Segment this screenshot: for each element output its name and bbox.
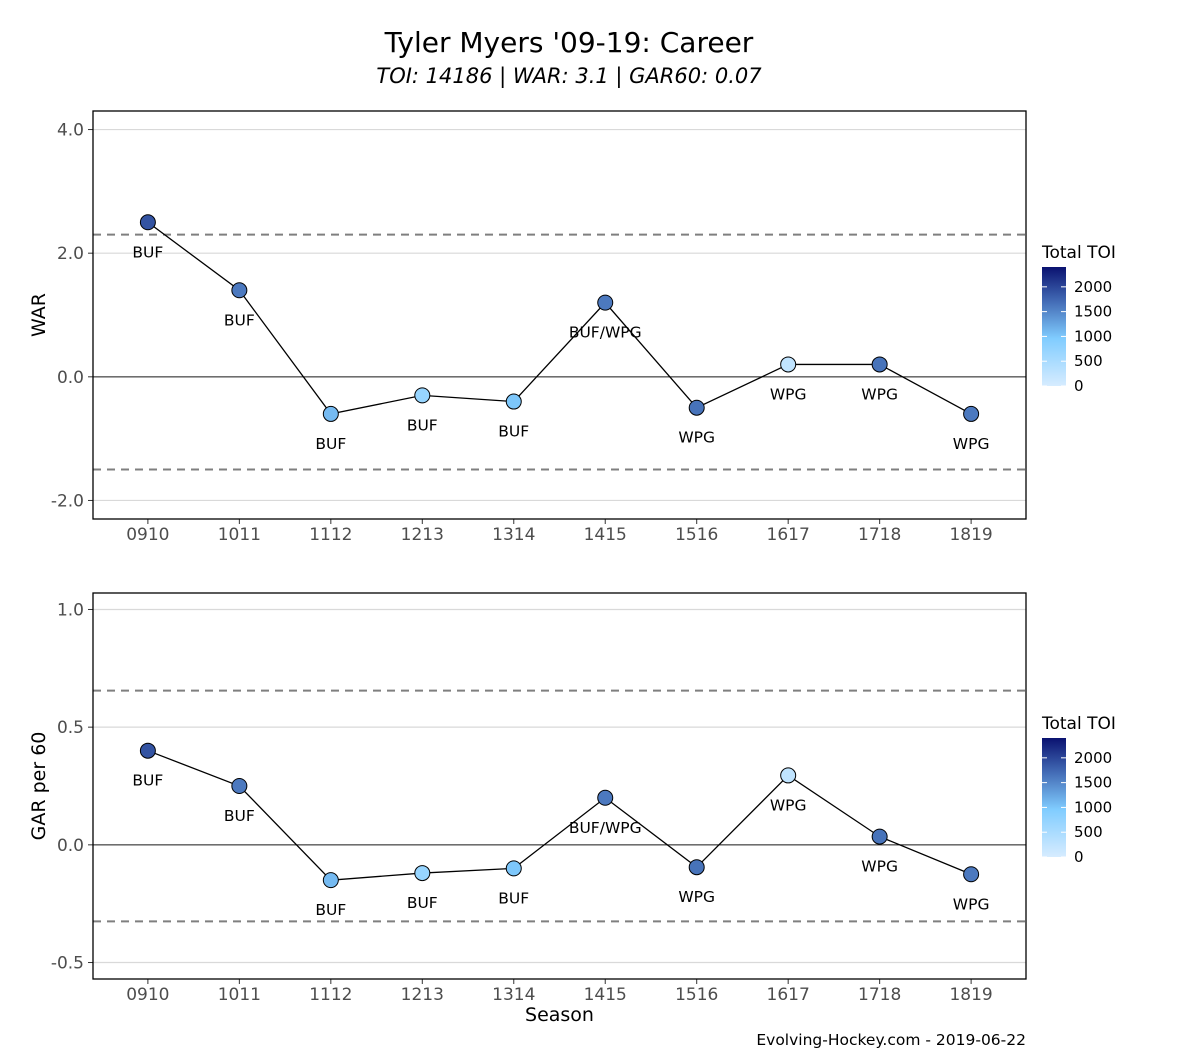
x-tick-label: 1516 (675, 525, 718, 545)
data-point (322, 872, 339, 889)
series-line (147, 221, 972, 415)
x-tick-label: 0910 (126, 985, 169, 1005)
legend: Total TOI 2000 1500 1000 500 0 (1041, 243, 1116, 395)
data-point (505, 393, 522, 410)
chart-caption: Evolving-Hockey.com - 2019-06-22 (756, 1031, 1026, 1049)
data-point (871, 356, 888, 373)
panel-border (92, 110, 1027, 520)
legend-tick-label: 1500 (1074, 774, 1112, 792)
x-tick-label: 1718 (858, 525, 901, 545)
x-tick-label: 1112 (309, 985, 352, 1005)
team-label: WPG (861, 385, 898, 403)
x-tick-label: 1415 (584, 525, 627, 545)
legend: Total TOI 2000 1500 1000 500 0 (1041, 714, 1116, 866)
x-tick-label: 1213 (401, 985, 444, 1005)
team-label: WPG (678, 888, 715, 906)
team-label: WPG (953, 895, 990, 913)
team-label: BUF (315, 435, 346, 453)
team-label: BUF (407, 416, 438, 434)
x-tick-label: 1314 (492, 525, 535, 545)
team-label: BUF (132, 243, 163, 261)
team-label: BUF/WPG (569, 324, 642, 342)
data-point (597, 789, 614, 806)
data-point (414, 865, 431, 882)
data-point (139, 742, 156, 759)
legend-tick-label: 2000 (1074, 749, 1112, 767)
team-label: WPG (861, 858, 898, 876)
legend-tick-label: 0 (1074, 377, 1084, 395)
x-tick-label: 1011 (218, 525, 261, 545)
team-label: WPG (770, 796, 807, 814)
data-point (505, 860, 522, 877)
x-tick-label: 1819 (949, 525, 992, 545)
data-point (231, 282, 248, 299)
x-tick-label: 1112 (309, 525, 352, 545)
data-point (231, 778, 248, 794)
data-point (139, 214, 156, 231)
panel-2: 1.0 0.5 0.0 -0.5 0910 1011 1112 1213 1314 1415 151… (28, 592, 1116, 1026)
y-tick-label: 2.0 (57, 244, 84, 264)
y-axis-label: GAR per 60 (28, 732, 50, 841)
data-point (688, 859, 705, 876)
x-axis-label: Season (525, 1004, 594, 1026)
team-label: BUF (224, 311, 255, 329)
data-point (871, 828, 888, 845)
legend-tick-label: 1000 (1074, 798, 1112, 816)
team-label: BUF (315, 901, 346, 919)
x-tick-label: 1314 (492, 985, 535, 1005)
data-point (780, 767, 797, 784)
chart-title: Tyler Myers '09-19: Career (384, 26, 754, 59)
legend-tick-label: 2000 (1074, 278, 1112, 296)
y-tick-label: -2.0 (51, 491, 84, 511)
team-label: BUF (224, 807, 255, 825)
x-tick-label: 1516 (675, 985, 718, 1005)
legend-colorbar (1042, 267, 1066, 386)
legend-title: Total TOI (1041, 243, 1116, 263)
y-tick-label: -0.5 (51, 954, 84, 974)
data-point (780, 356, 797, 373)
y-axis-label: WAR (28, 293, 50, 337)
x-tick-label: 1718 (858, 985, 901, 1005)
x-tick-label: 1617 (767, 525, 810, 545)
data-point (414, 387, 431, 404)
series-line (147, 750, 972, 881)
data-point (963, 866, 980, 883)
team-label: WPG (678, 429, 715, 447)
y-tick-label: 1.0 (57, 600, 84, 620)
x-tick-label: 1213 (401, 525, 444, 545)
panel-1: 4.0 2.0 0.0 -2.0 0910 1011 1112 1213 1314 1415 151… (28, 110, 1116, 545)
x-tick-label: 1011 (218, 985, 261, 1005)
legend-tick-label: 0 (1074, 848, 1084, 866)
data-point (963, 405, 980, 422)
legend-tick-label: 1500 (1074, 303, 1112, 321)
y-tick-label: 4.0 (57, 121, 84, 141)
x-tick-label: 1617 (767, 985, 810, 1005)
team-label: BUF (407, 894, 438, 912)
legend-colorbar (1042, 738, 1066, 857)
data-point (688, 399, 705, 416)
team-label: BUF (498, 889, 529, 907)
team-label: BUF (132, 772, 163, 790)
x-tick-label: 1819 (949, 985, 992, 1005)
legend-title: Total TOI (1041, 714, 1116, 734)
data-point (597, 294, 614, 311)
legend-tick-label: 500 (1074, 823, 1103, 841)
x-tick-label: 0910 (126, 525, 169, 545)
team-label: BUF/WPG (569, 819, 642, 837)
legend-tick-label: 500 (1074, 352, 1103, 370)
team-label: BUF (498, 423, 529, 441)
data-point (322, 405, 339, 422)
x-tick-label: 1415 (584, 985, 627, 1005)
team-label: WPG (953, 435, 990, 453)
y-tick-label: 0.0 (57, 836, 84, 856)
y-tick-label: 0.0 (57, 368, 84, 388)
legend-tick-label: 1000 (1074, 327, 1112, 345)
chart-subtitle: TOI: 14186 | WAR: 3.1 | GAR60: 0.07 (376, 64, 762, 89)
panel-border (92, 592, 1027, 980)
team-label: WPG (770, 385, 807, 403)
y-tick-label: 0.5 (57, 718, 84, 738)
